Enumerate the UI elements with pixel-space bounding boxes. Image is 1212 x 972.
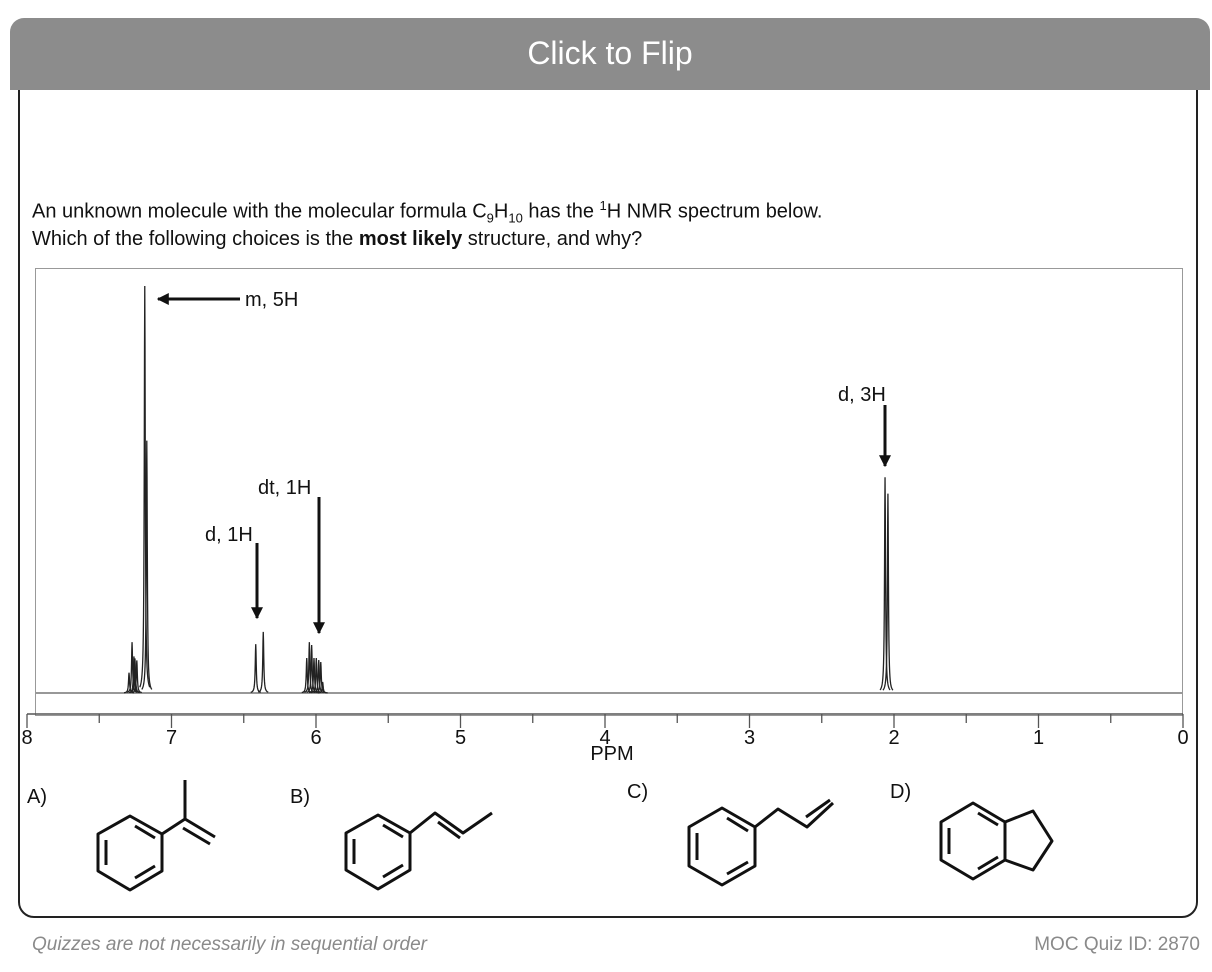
spectrum-peak [129,658,141,694]
quiz-id: MOC Quiz ID: 2870 [1034,934,1200,955]
x-tick-label: 5 [455,727,466,749]
annotation-label: d, 1H [205,524,253,546]
spectrum-peak [139,285,151,688]
x-tick-label: 7 [166,727,177,749]
structure-a[interactable] [96,780,216,892]
click-to-flip-button[interactable]: Click to Flip [10,18,1210,90]
question-text: Which of the following choices is the [32,228,359,250]
x-axis: 8 7 6 5 4 3 2 1 0 [21,713,1189,749]
spectrum-peak [879,477,891,691]
choice-a-label[interactable]: A) [27,786,47,808]
choice-b-label[interactable]: B) [290,786,310,808]
x-tick-label: 0 [1177,727,1188,749]
question-text: structure, and why? [462,228,643,250]
x-axis-label: PPM [590,743,633,765]
x-tick-label: 1 [1033,727,1044,749]
sequence-note: Quizzes are not necessarily in sequentia… [32,934,427,955]
spectrum-peak [141,440,153,690]
formula-text: H [493,200,509,223]
formula-subscript: 10 [508,210,523,226]
question-text: has the [522,200,600,223]
question-line-2: Which of the following choices is the mo… [32,228,642,251]
x-tick-label: 3 [744,727,755,749]
nmr-spectrum: 8 7 6 5 4 3 2 1 0 PPM m, 5H d, 1H dt, 1H d, 3H [21,285,1189,765]
question-text: An unknown molecule with the molecular f… [32,200,487,223]
question-line-1: An unknown molecule with the molecular f… [32,198,822,226]
x-tick-label: 8 [21,727,32,749]
spectrum-peak [317,681,328,694]
question-emphasis: most likely [358,228,463,250]
structure-choices [96,780,1054,892]
choice-d-label[interactable]: D) [890,781,912,803]
spectrum-peak [250,644,261,693]
x-tick-label: 6 [310,727,321,749]
spectrum-frame [35,268,1183,716]
spectrum-peak [131,660,142,694]
annotation-label: m, 5H [245,289,298,311]
x-tick-label: 2 [888,727,899,749]
spectrum-peak [258,631,269,693]
spectrum-peak [882,493,894,691]
annotation-label: d, 3H [838,384,886,406]
spectrum-peak [311,657,322,694]
formula-subscript: 9 [486,210,494,226]
structure-c[interactable] [687,798,835,887]
x-tick-label: 4 [599,727,610,749]
spectrum-peaks [36,285,1182,694]
spectrum-peak [126,642,138,693]
nucleus-superscript: 1 [599,198,607,213]
structure-b[interactable] [344,811,493,891]
spectrum-peak [313,659,324,694]
question-text: H NMR spectrum below. [606,200,823,223]
structure-d[interactable] [939,801,1054,881]
annotation-label: dt, 1H [258,477,311,499]
choice-c-label[interactable]: C) [627,781,649,803]
